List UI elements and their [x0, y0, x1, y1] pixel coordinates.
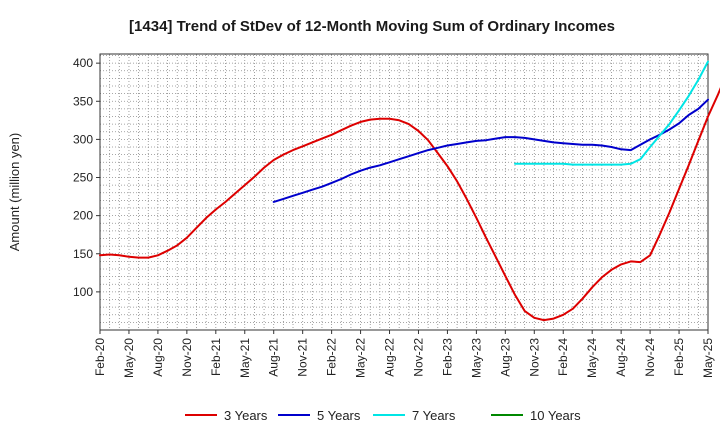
x-tick-label: Nov-21 — [296, 338, 310, 377]
legend-label: 10 Years — [530, 408, 581, 423]
plot-area — [100, 54, 708, 330]
x-tick-label: Feb-21 — [209, 338, 223, 376]
grid-lines — [100, 54, 708, 330]
legend-label: 5 Years — [317, 408, 361, 423]
series-line-5-years — [272, 98, 709, 203]
y-axis: 100 150 200 250 300 350 400 — [73, 56, 100, 299]
x-tick-label: May-22 — [354, 338, 368, 378]
x-tick-label: May-24 — [585, 338, 599, 378]
legend-label: 3 Years — [224, 408, 268, 423]
y-tick-label: 200 — [73, 209, 93, 223]
x-tick-label: May-20 — [122, 338, 136, 378]
series-lines — [99, 60, 720, 322]
y-tick-label: 150 — [73, 247, 93, 261]
x-tick-label: Aug-22 — [383, 338, 397, 377]
x-tick-label: Feb-20 — [93, 338, 107, 376]
series-line-3-years — [99, 87, 720, 322]
x-tick-label: Aug-24 — [614, 338, 628, 377]
x-tick-label: May-23 — [469, 338, 483, 378]
x-tick-label: Nov-22 — [411, 338, 425, 377]
x-tick-label: Nov-20 — [180, 338, 194, 377]
y-tick-label: 300 — [73, 132, 93, 146]
x-tick-label: Feb-24 — [556, 338, 570, 376]
x-tick-label: Feb-22 — [325, 338, 339, 376]
y-tick-label: 400 — [73, 56, 93, 70]
chart-title: [1434] Trend of StDev of 12-Month Moving… — [129, 18, 615, 35]
legend-label: 7 Years — [412, 408, 456, 423]
x-tick-label: Aug-21 — [267, 338, 281, 377]
y-tick-label: 100 — [73, 285, 93, 299]
x-tick-label: May-25 — [701, 338, 715, 378]
plot-border — [99, 53, 709, 331]
x-tick-label: Feb-25 — [672, 338, 686, 376]
y-tick-label: 250 — [73, 171, 93, 185]
series-line-7-years — [514, 60, 709, 166]
legend: 3 Years 5 Years 7 Years 10 Years — [185, 408, 581, 423]
x-axis: Feb-20 May-20 Aug-20 Nov-20 Feb-21 May-21 Aug-… — [93, 330, 715, 378]
x-tick-label: Nov-24 — [643, 338, 657, 377]
y-tick-label: 350 — [73, 94, 93, 108]
x-tick-label: May-21 — [238, 338, 252, 378]
x-tick-label: Aug-20 — [151, 338, 165, 377]
x-tick-label: Nov-23 — [527, 338, 541, 377]
y-axis-label: Amount (million yen) — [7, 133, 22, 252]
x-tick-label: Aug-23 — [498, 338, 512, 377]
x-tick-label: Feb-23 — [440, 338, 454, 376]
